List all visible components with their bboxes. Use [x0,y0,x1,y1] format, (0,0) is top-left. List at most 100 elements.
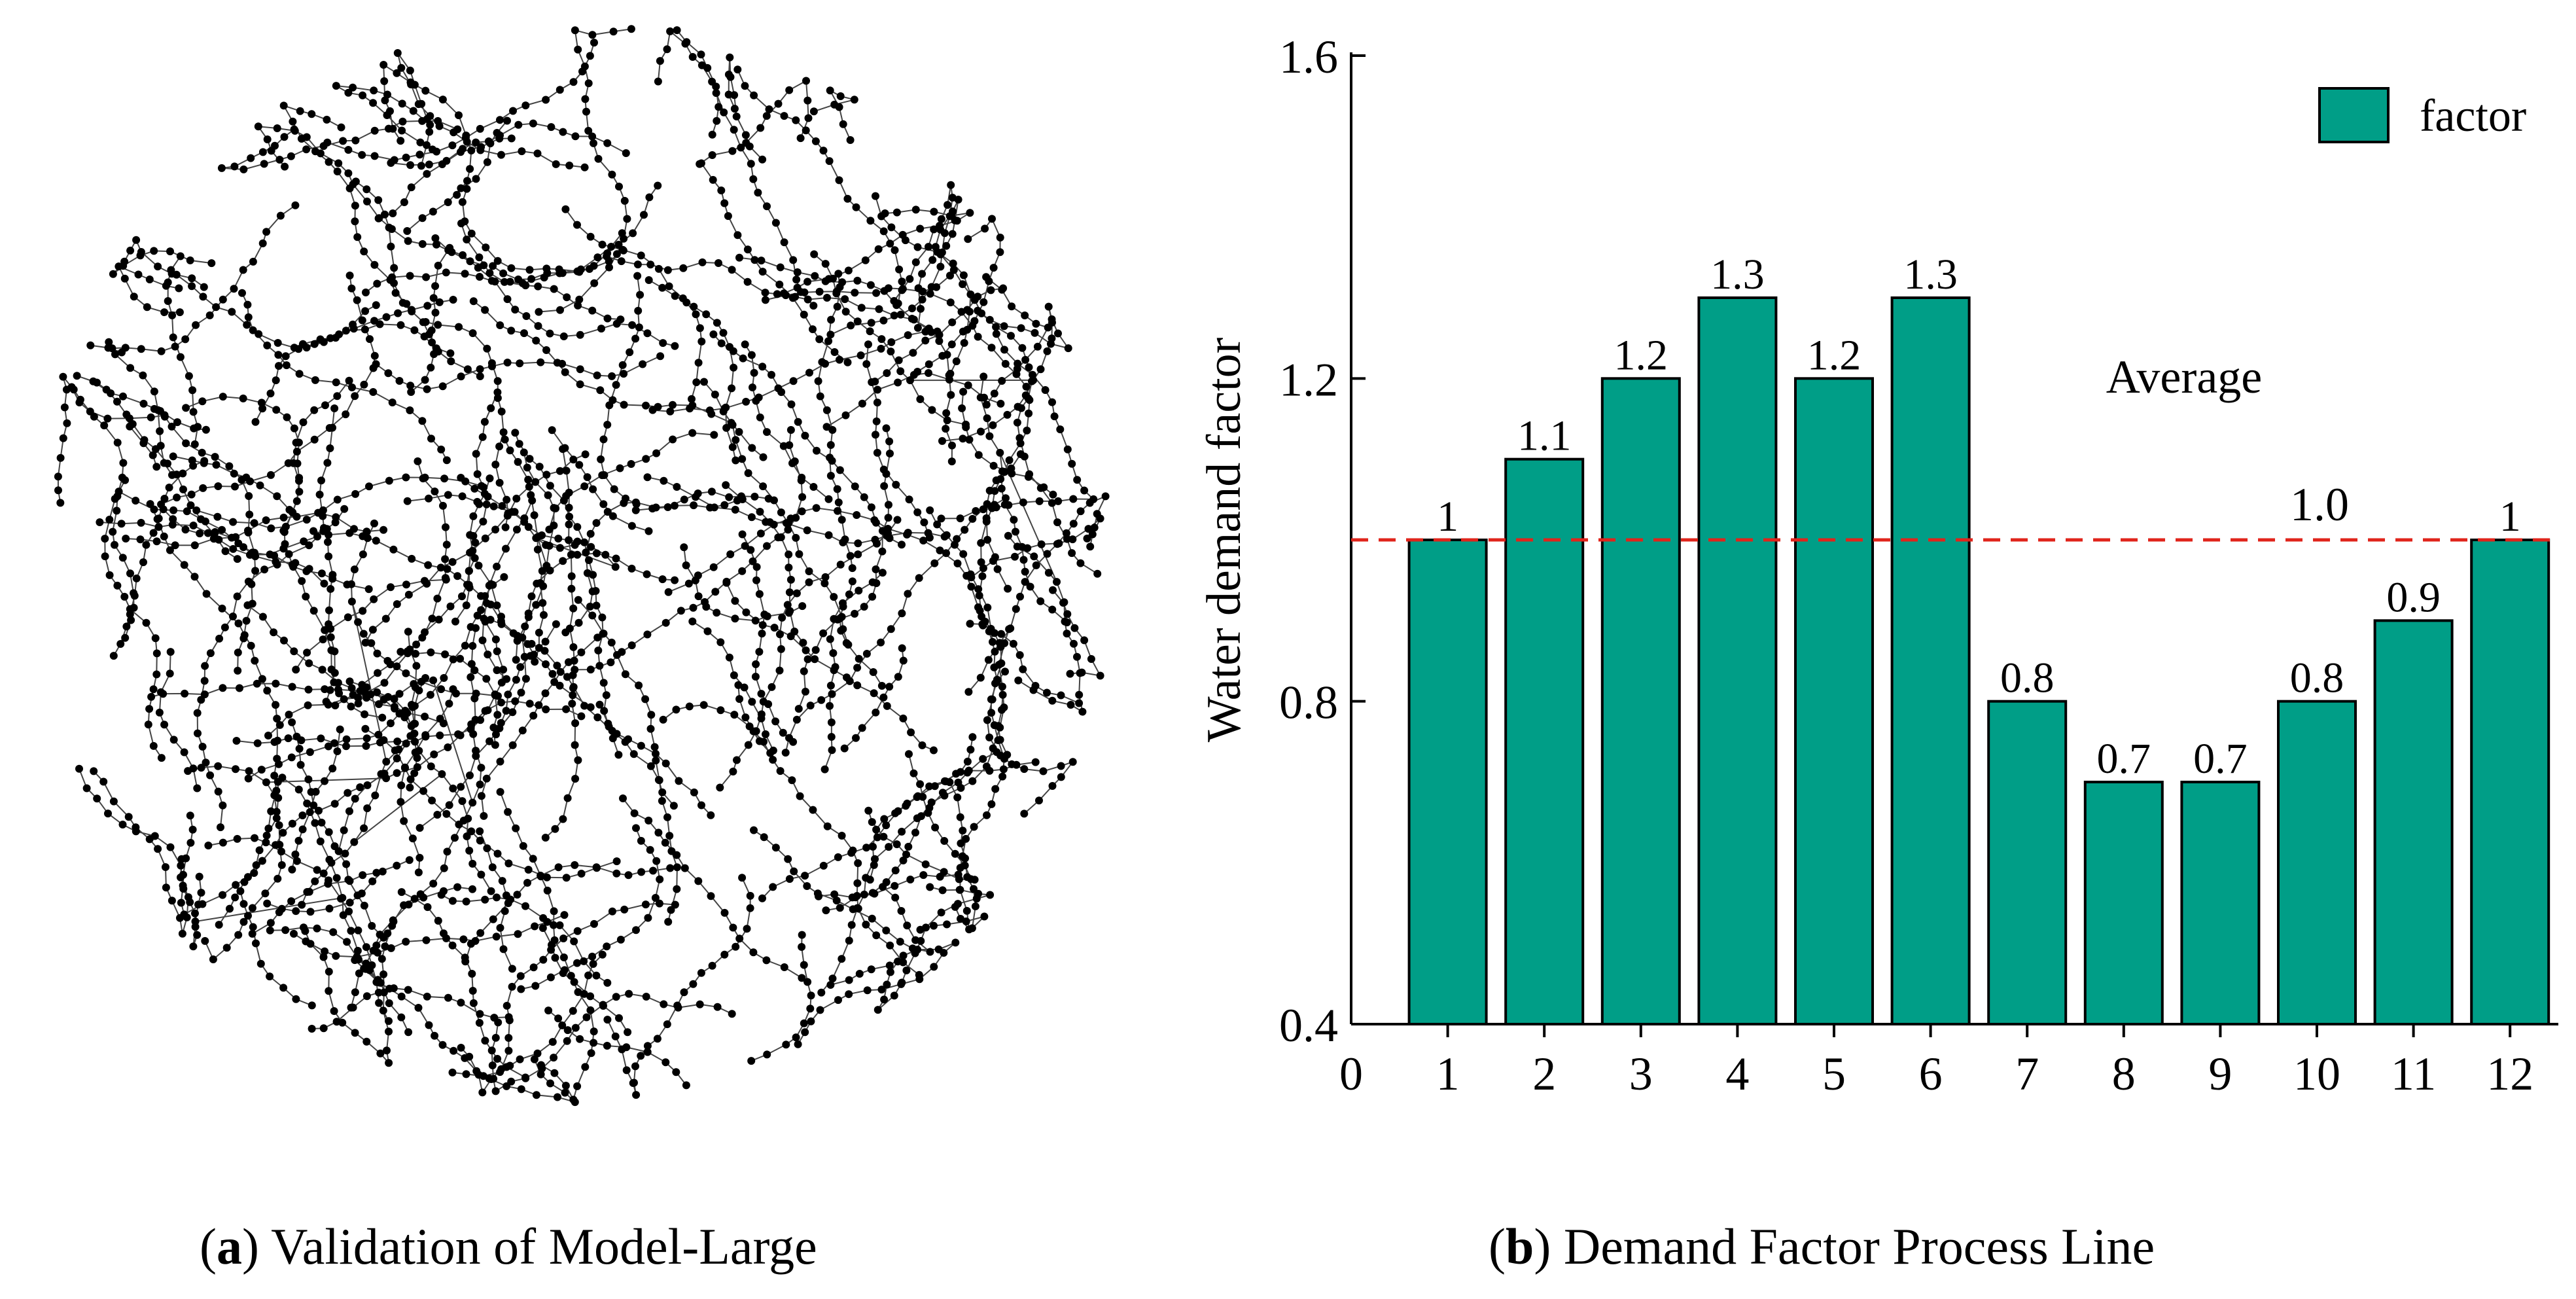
junction-node [792,1033,800,1042]
junction-node [353,233,362,241]
junction-node [463,236,471,243]
junction-node [781,291,790,300]
junction-node [863,986,872,995]
junction-node [840,744,849,753]
junction-node [547,946,556,954]
junction-node [262,778,270,787]
junction-node [758,155,767,164]
junction-node [303,649,311,657]
junction-node [201,662,209,670]
junction-node [147,413,155,421]
junction-node [741,713,750,722]
junction-node [336,725,344,734]
junction-node [985,432,994,440]
junction-node [194,729,202,738]
junction-node [662,618,670,627]
junction-node [446,349,455,357]
junction-node [410,680,418,688]
junction-node [171,342,179,351]
junction-node [481,707,489,715]
junction-node [149,451,157,459]
junction-node [637,1052,645,1060]
junction-node [669,435,677,444]
junction-node [793,268,802,276]
junction-node [101,535,109,543]
junction-node [250,869,258,877]
junction-node [556,467,564,475]
junction-node [713,319,721,327]
junction-node [329,928,338,936]
junction-node [749,557,757,565]
junction-node [611,1032,620,1041]
junction-node [820,579,829,588]
junction-node [263,341,272,349]
junction-node [516,1055,524,1063]
junction-node [198,397,207,406]
junction-node [189,408,198,416]
junction-node [909,349,917,357]
junction-node [472,747,480,755]
junction-node [315,490,324,499]
junction-node [763,428,771,436]
junction-node [951,938,960,947]
junction-node [425,1021,433,1029]
junction-node [296,760,305,769]
junction-node [607,638,616,647]
junction-node [160,532,168,541]
junction-node [651,894,660,902]
junction-node [195,872,203,881]
junction-node [347,927,355,935]
junction-node [909,370,918,379]
junction-node [309,607,318,615]
junction-node [263,899,272,908]
junction-node [339,137,347,145]
junction-node [427,648,435,656]
junction-node [477,870,485,879]
junction-node [344,789,352,797]
junction-node [830,100,839,109]
junction-node [771,219,780,227]
junction-node [652,756,660,765]
junction-node [443,847,451,856]
junction-node [563,1026,572,1035]
junction-node [506,277,514,286]
junction-node [1086,543,1095,551]
junction-node [493,377,502,385]
junction-node [656,57,664,65]
junction-node [267,471,275,479]
junction-node [637,741,645,750]
junction-node [186,256,194,264]
junction-node [517,688,525,697]
junction-node [266,389,275,398]
junction-node [361,307,370,315]
junction-node [560,911,569,919]
junction-node [1059,599,1067,607]
junction-node [827,733,836,741]
junction-node [154,406,162,414]
junction-node [738,567,747,575]
junction-node [302,145,311,154]
junction-node [459,935,468,944]
junction-node [168,422,176,431]
junction-node [507,134,516,143]
junction-node [798,974,806,982]
junction-node [362,734,371,743]
junction-node [712,89,720,98]
junction-node [482,243,490,252]
junction-node [938,789,947,797]
junction-node [869,668,877,676]
junction-node [166,546,174,554]
junction-node [279,984,288,992]
junction-node [152,537,161,546]
junction-node [854,550,862,559]
junction-node [325,606,333,614]
junction-node [288,865,296,874]
junction-node [562,705,571,713]
junction-node [959,271,968,279]
junction-node [503,116,511,125]
junction-node [997,484,1006,493]
junction-node [954,900,962,908]
junction-node [157,754,166,762]
junction-node [1024,472,1032,481]
junction-node [757,690,766,698]
